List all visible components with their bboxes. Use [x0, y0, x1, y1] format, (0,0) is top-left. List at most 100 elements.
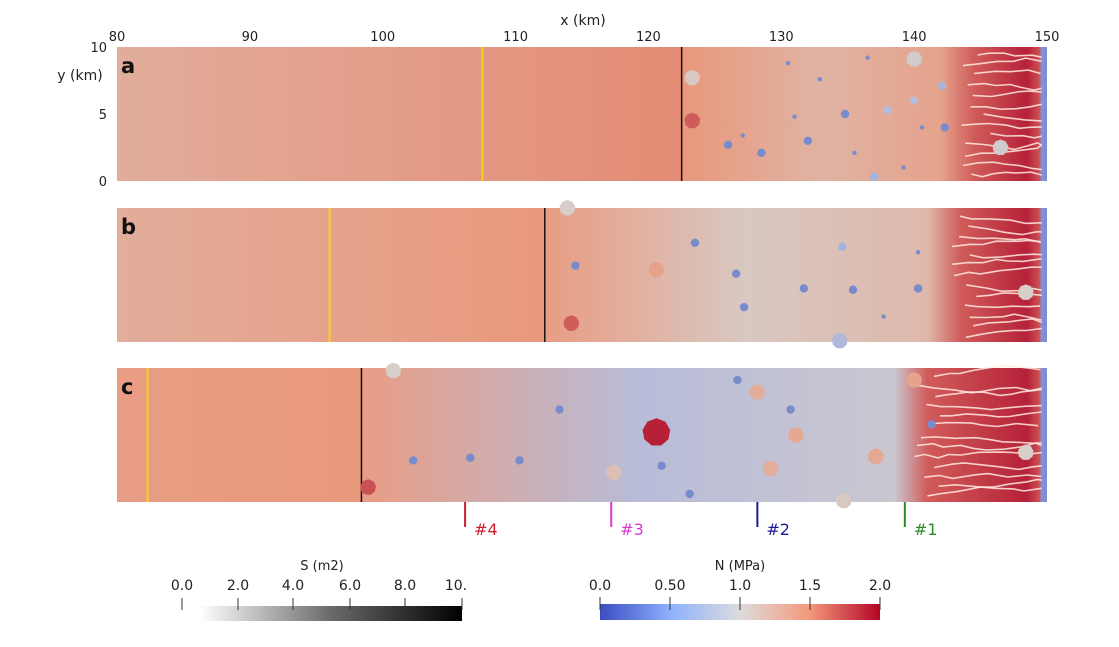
channel-line: [940, 411, 1042, 418]
moulin-marker: [739, 302, 749, 312]
moulin-marker: [648, 261, 665, 278]
moulin-marker: [992, 139, 1009, 155]
moulin-marker: [559, 200, 576, 216]
moulin-marker: [757, 148, 766, 158]
moulin-marker: [919, 125, 925, 130]
colorbar-tick-label: 2.0: [227, 578, 249, 594]
channel-line: [965, 141, 1043, 151]
channel-line: [927, 478, 1042, 497]
colorbar-s: S (m2) 0.0 2.0 4.0 6.0 8.0 10.: [171, 559, 467, 621]
x-tick-label: 130: [769, 30, 794, 45]
channel-line: [967, 82, 1042, 91]
channel-line: [972, 90, 1042, 98]
moulin-marker: [642, 418, 671, 446]
panel-b: b: [117, 200, 1047, 349]
channel-line: [916, 442, 1043, 451]
moulin-marker: [731, 269, 741, 278]
moulin-marker: [762, 460, 779, 476]
channel-line: [965, 327, 1042, 339]
y-axis-title: y (km): [57, 68, 102, 84]
moulin-marker: [466, 453, 475, 462]
colorbar-tick-label: 10.: [445, 578, 467, 594]
x-tick-label: 90: [242, 30, 259, 45]
channel-line: [969, 253, 1042, 259]
y-tick-label: 5: [99, 108, 107, 123]
colorbar-n: N (MPa) 0.0 0.50 1.0 1.5 2.0: [589, 559, 891, 620]
y-tick-label: 10: [90, 41, 107, 56]
profile-marker-label: #2: [766, 520, 790, 539]
moulin-marker: [840, 109, 850, 119]
moulin-marker: [901, 165, 906, 170]
moulin-marker: [792, 114, 797, 119]
moulin-marker: [838, 242, 847, 252]
panel-c: c: [117, 362, 1047, 509]
colorbar-tick-label: 1.0: [729, 578, 751, 594]
colorbar-tick-label: 1.5: [799, 578, 821, 594]
moulin-marker: [571, 261, 580, 270]
x-tick-label: 100: [370, 30, 395, 45]
moulin-marker: [940, 123, 949, 132]
moulin-marker: [685, 489, 694, 499]
channel-line: [961, 122, 1042, 130]
moulin-marker: [867, 448, 884, 464]
moulin-marker: [786, 405, 795, 414]
channel-line: [973, 318, 1042, 327]
channel-line: [970, 103, 1042, 111]
moulin-marker: [606, 464, 622, 480]
panel-label: a: [121, 54, 135, 78]
colorbar-tick-label: 4.0: [282, 578, 304, 594]
channel-line: [968, 225, 1042, 236]
moulin-marker: [657, 461, 666, 471]
moulin-marker: [733, 375, 742, 385]
x-tick-label: 120: [636, 30, 661, 45]
moulin-marker: [690, 238, 700, 248]
moulin-marker: [870, 172, 879, 182]
channel-line: [920, 436, 1042, 445]
panels: a b c: [117, 47, 1047, 509]
colorbar-tick-label: 0.0: [589, 578, 611, 594]
channel-line: [959, 215, 1042, 225]
moulin-marker: [684, 69, 701, 86]
channel-line: [963, 161, 1042, 171]
colorbar-s-ticks: 0.0 2.0 4.0 6.0 8.0 10.: [171, 578, 467, 610]
panel-a: a: [117, 47, 1047, 182]
moulin-marker: [360, 479, 376, 495]
moulin-marker: [1017, 284, 1034, 300]
moulin-marker: [385, 362, 402, 379]
moulin-marker: [881, 314, 886, 319]
colorbar-tick-label: 0.0: [171, 578, 193, 594]
moulin-marker: [803, 136, 813, 145]
moulin-marker: [817, 76, 823, 82]
colorbar-tick-label: 2.0: [869, 578, 891, 594]
x-tick-labels: 80 90 100 110 120 130 140 150: [109, 30, 1060, 45]
moulin-marker: [749, 384, 766, 400]
moulin-marker: [831, 332, 848, 349]
moulin-marker: [788, 427, 804, 443]
moulin-marker: [906, 51, 922, 67]
panel-a-field: [117, 47, 1047, 181]
channel-line: [966, 284, 1042, 293]
moulin-marker: [555, 405, 564, 414]
moulin-marker: [563, 315, 580, 331]
panel-label: b: [121, 215, 136, 239]
channel-line: [971, 171, 1042, 178]
moulin-marker: [909, 96, 919, 105]
colorbar-s-title: S (m2): [300, 559, 343, 574]
colorbar-n-title: N (MPa): [715, 559, 765, 574]
channel-line: [933, 364, 1041, 378]
moulin-marker: [927, 420, 936, 429]
y-tick-label: 0: [99, 175, 107, 190]
moulin-marker: [865, 55, 870, 60]
profile-marker-label: #3: [620, 520, 644, 539]
moulin-marker: [515, 456, 524, 465]
moulin-marker: [1017, 444, 1034, 460]
panel-b-field: [117, 208, 1047, 342]
moulin-marker: [915, 250, 921, 255]
x-tick-label: 110: [503, 30, 528, 45]
moulin-marker: [848, 285, 858, 294]
panel-label: c: [121, 375, 133, 399]
channel-line: [969, 313, 1042, 321]
y-tick-labels: 0 5 10: [90, 41, 107, 190]
moulin-marker: [723, 140, 733, 150]
